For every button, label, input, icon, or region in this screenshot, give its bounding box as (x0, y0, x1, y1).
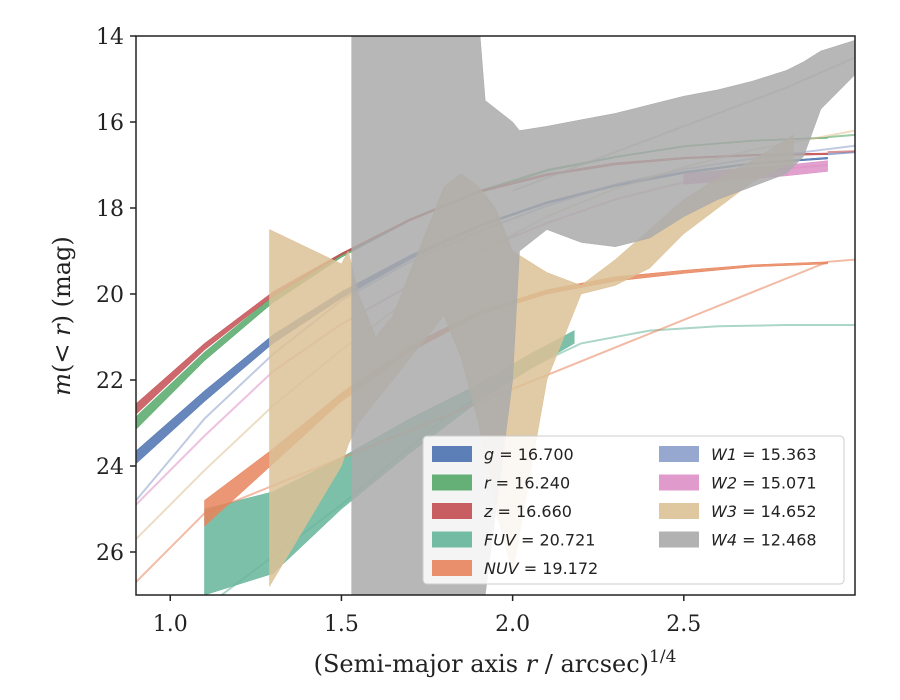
x-tick-label: 2.5 (666, 612, 701, 637)
y-axis-ticks: 14 16 18 20 22 24 26 (96, 25, 136, 566)
legend: g = 16.700 r = 16.240 z = 16.660 FUV = 20.7… (422, 435, 845, 585)
series-r-extension (827, 133, 855, 139)
legend-swatch-w2 (659, 474, 699, 491)
legend-item-w3: W3 = 14.652 (659, 502, 817, 521)
y-axis-title: m(< r) (mag) (48, 236, 76, 396)
plot-frame (135, 35, 856, 596)
y-tick-label: 14 (96, 25, 124, 50)
x-axis-title-var: r (526, 650, 539, 678)
legend-item-nuv: NUV = 19.172 (432, 559, 598, 578)
x-tick-label: 2.0 (495, 612, 530, 637)
y-tick-label: 18 (96, 197, 124, 222)
y-tick-label: 24 (96, 455, 124, 480)
legend-swatch-w3 (659, 503, 699, 519)
series-g-extension (827, 151, 855, 156)
x-axis-title: (Semi-major axis r / arcsec)1/4 (314, 647, 677, 678)
x-tick-label: 1.5 (324, 612, 359, 637)
y-axis-title-open: ( (48, 364, 76, 373)
legend-swatch-g (432, 446, 472, 462)
legend-item-w1: W1 = 15.363 (659, 445, 817, 464)
y-tick-label: 20 (96, 283, 124, 308)
legend-item-fuv: FUV = 20.721 (432, 531, 595, 550)
legend-swatch-nuv (432, 560, 472, 576)
y-tick-label: 26 (96, 541, 124, 566)
legend-label-z: z = 16.660 (483, 502, 572, 521)
y-tick-label: 22 (96, 369, 124, 394)
x-axis-ticks: 1.0 1.5 2.0 2.5 (153, 595, 701, 637)
series-z-extension (827, 150, 855, 154)
legend-label-w4: W4 = 12.468 (711, 531, 817, 550)
legend-frame (422, 435, 845, 585)
legend-item-g: g = 16.700 (432, 445, 574, 464)
y-axis-title-r: r (48, 323, 76, 336)
legend-swatch-z (432, 503, 472, 519)
y-tick-label: 16 (96, 111, 124, 136)
y-axis-title-close: ) (mag) (48, 236, 76, 324)
legend-item-w2: W2 = 15.071 (659, 474, 817, 493)
legend-swatch-r (432, 474, 472, 491)
y-axis-title-lt: < (48, 336, 76, 364)
y-axis-title-m: m (48, 373, 76, 396)
legend-label-nuv: NUV = 19.172 (484, 559, 598, 578)
x-axis-title-pre: (Semi-major axis (314, 650, 526, 678)
legend-label-w3: W3 = 14.652 (711, 502, 817, 521)
legend-label-g: g = 16.700 (484, 445, 574, 464)
x-axis-title-sup: 1/4 (649, 647, 676, 667)
legend-label-fuv: FUV = 20.721 (484, 531, 595, 550)
legend-item-z: z = 16.660 (432, 502, 572, 521)
legend-label-w1: W1 = 15.363 (711, 445, 817, 464)
x-tick-label: 1.0 (153, 612, 188, 637)
legend-item-r: r = 16.240 (432, 474, 570, 493)
legend-item-w4: W4 = 12.468 (659, 531, 817, 550)
legend-swatch-w1 (659, 446, 699, 462)
legend-label-r: r = 16.240 (484, 474, 570, 493)
x-axis-title-post: / arcsec) (537, 650, 649, 678)
legend-swatch-fuv (432, 531, 472, 548)
legend-label-w2: W2 = 15.071 (711, 474, 817, 493)
legend-swatch-w4 (659, 531, 699, 548)
